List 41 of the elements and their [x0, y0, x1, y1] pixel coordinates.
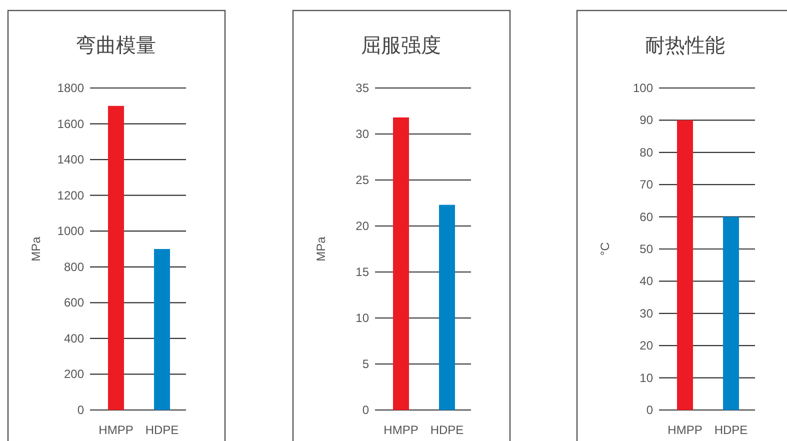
y-tick-label: 35: [356, 81, 370, 95]
y-tick-label: 0: [77, 403, 84, 417]
y-axis-title: MPa: [314, 236, 328, 262]
x-tick-label: HDPE: [430, 423, 464, 437]
chart-title: 弯曲模量: [76, 35, 156, 57]
x-tick-label: HMPP: [384, 423, 418, 437]
y-tick-label: 60: [640, 210, 654, 224]
y-tick-label: 1400: [57, 152, 84, 167]
y-tick-label: 70: [640, 178, 654, 192]
y-tick-label: 80: [640, 145, 654, 160]
y-axis-title: °C: [598, 242, 612, 256]
y-tick-label: 50: [640, 242, 654, 256]
y-tick-label: 0: [646, 403, 654, 417]
y-tick-label: 100: [632, 81, 654, 95]
x-tick-label: HDPE: [714, 423, 748, 437]
y-tick-label: 20: [640, 338, 654, 353]
y-tick-label: 40: [640, 274, 654, 288]
y-tick-label: 25: [356, 173, 370, 187]
y-tick-label: 10: [356, 311, 370, 325]
chart-title: 耐热性能: [645, 35, 725, 57]
y-tick-label: 30: [640, 306, 654, 320]
y-tick-label: 1000: [57, 224, 84, 238]
y-tick-label: 1200: [57, 188, 84, 202]
y-tick-label: 0: [362, 403, 370, 417]
y-tick-label: 1800: [57, 81, 84, 95]
x-tick-label: HMPP: [668, 423, 702, 437]
y-tick-label: 30: [356, 127, 370, 141]
y-tick-label: 200: [64, 367, 84, 382]
x-tick-label: HDPE: [145, 423, 179, 437]
y-tick-label: 15: [356, 265, 370, 279]
y-tick-label: 400: [64, 331, 84, 346]
y-tick-label: 1600: [57, 116, 84, 131]
y-tick-label: 800: [64, 260, 84, 274]
chart-title: 屈服强度: [361, 35, 441, 57]
x-tick-label: HMPP: [98, 423, 134, 437]
y-tick-label: 90: [640, 113, 654, 128]
y-tick-label: 600: [64, 296, 84, 310]
y-tick-label: 10: [640, 370, 654, 385]
y-tick-label: 5: [362, 357, 370, 371]
y-tick-label: 20: [356, 219, 370, 233]
y-axis-title: MPa: [29, 236, 43, 262]
